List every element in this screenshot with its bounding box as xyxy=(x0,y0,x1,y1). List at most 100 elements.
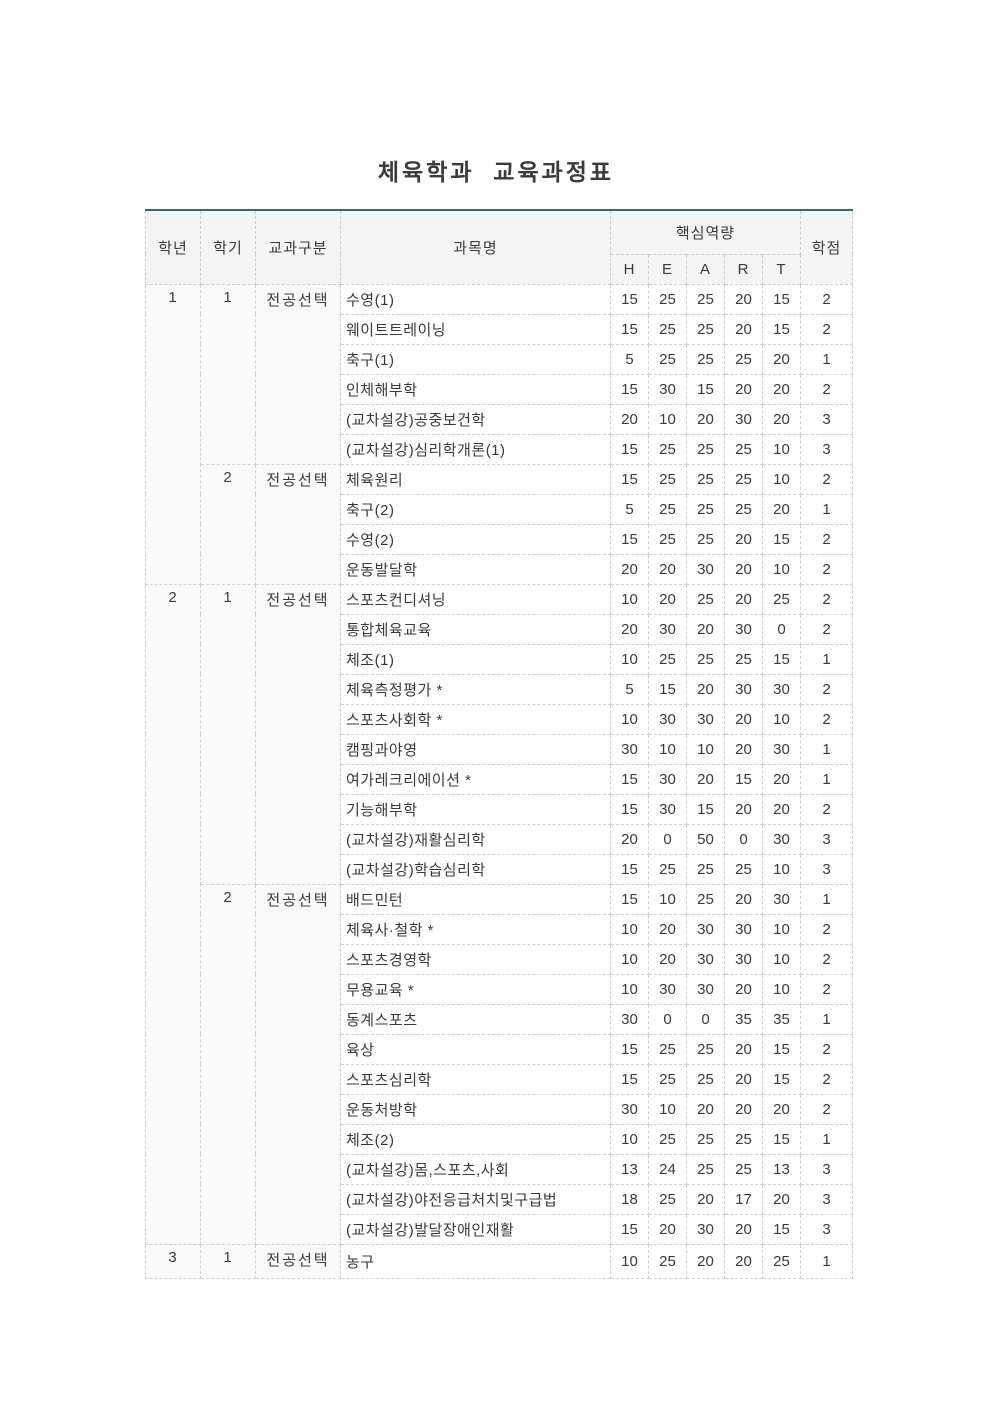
course-name-cell: (교차설강)재활심리학 xyxy=(340,823,611,855)
heart-value-cell: 20 xyxy=(761,493,802,525)
heart-value-cell: 30 xyxy=(724,913,763,945)
course-name-cell: 축구(1) xyxy=(340,343,611,375)
credit-cell: 2 xyxy=(800,283,854,315)
header-year: 학년 xyxy=(145,209,201,285)
credit-cell: 1 xyxy=(800,763,854,795)
heart-value-cell: 25 xyxy=(648,1033,687,1065)
table-row: 2 전공선택 체육원리 15 25 25 25 10 2 xyxy=(146,463,854,585)
heart-value-cell: 15 xyxy=(761,313,802,345)
heart-value-cell: 5 xyxy=(610,343,649,375)
heart-value-cell: 30 xyxy=(686,943,725,975)
year-cell: 1 xyxy=(145,283,201,585)
heart-value-cell: 0 xyxy=(724,823,763,855)
heart-value-cell: 20 xyxy=(610,613,649,645)
category-cell: 전공선택 xyxy=(255,883,341,1245)
heart-value-cell: 13 xyxy=(610,1153,649,1185)
course-name-cell: 무용교육 * xyxy=(340,973,611,1005)
credit-cell: 1 xyxy=(800,643,854,675)
heart-value-cell: 20 xyxy=(761,1183,802,1215)
heart-value-cell: 20 xyxy=(610,553,649,585)
heart-value-cell: 30 xyxy=(648,613,687,645)
course-name-cell: 통합체육교육 xyxy=(340,613,611,645)
table-row: 웨이트트레이닝 15 25 25 20 15 2 xyxy=(146,313,854,345)
credit-cell: 1 xyxy=(800,493,854,525)
heart-value-cell: 10 xyxy=(610,643,649,675)
heart-value-cell: 10 xyxy=(648,883,687,915)
credit-cell: 2 xyxy=(800,973,854,1005)
credit-cell: 3 xyxy=(800,853,854,885)
heart-value-cell: 20 xyxy=(724,583,763,615)
course-name-cell: (교차설강)발달장애인재활 xyxy=(340,1213,611,1245)
heart-value-cell: 25 xyxy=(686,1153,725,1185)
header-credit: 학점 xyxy=(800,209,854,285)
course-name-cell: 캠핑과야영 xyxy=(340,733,611,765)
heart-value-cell: 20 xyxy=(648,943,687,975)
course-name-cell: 운동발달학 xyxy=(340,553,611,585)
credit-cell: 2 xyxy=(800,463,854,495)
header-heart-r: R xyxy=(724,253,763,285)
heart-value-cell: 20 xyxy=(724,973,763,1005)
course-name-cell: (교차설강)학습심리학 xyxy=(340,853,611,885)
header-heart-t: T xyxy=(761,253,802,285)
course-name-cell: 웨이트트레이닝 xyxy=(340,313,611,345)
credit-cell: 2 xyxy=(800,553,854,585)
course-name-cell: 운동처방학 xyxy=(340,1093,611,1125)
table-row: 스포츠심리학 15 25 25 20 15 2 xyxy=(146,1063,854,1095)
heart-value-cell: 30 xyxy=(686,1213,725,1245)
heart-value-cell: 15 xyxy=(610,313,649,345)
category-cell: 전공선택 xyxy=(255,583,341,885)
heart-value-cell: 0 xyxy=(761,613,802,645)
heart-value-cell: 25 xyxy=(724,853,763,885)
credit-cell: 1 xyxy=(800,1123,854,1155)
heart-value-cell: 10 xyxy=(761,943,802,975)
course-name-cell: 스포츠심리학 xyxy=(340,1063,611,1095)
heart-value-cell: 0 xyxy=(686,1003,725,1035)
heart-value-cell: 10 xyxy=(761,973,802,1005)
heart-value-cell: 20 xyxy=(724,373,763,405)
heart-value-cell: 10 xyxy=(610,583,649,615)
heart-value-cell: 25 xyxy=(648,1183,687,1215)
course-name-cell: 기능해부학 xyxy=(340,793,611,825)
course-name-cell: (교차설강)심리학개론(1) xyxy=(340,433,611,465)
table-row: 체육사·철학 * 10 20 30 30 10 2 xyxy=(146,913,854,945)
course-name-cell: 스포츠컨디셔닝 xyxy=(340,583,611,615)
credit-cell: 1 xyxy=(800,1243,854,1279)
header-row-top: 학년 학기 교과구분 과목명 핵심역량 학점 xyxy=(145,209,854,285)
course-name-cell: 체육측정평가 * xyxy=(340,673,611,705)
heart-value-cell: 30 xyxy=(648,793,687,825)
table-row: 운동발달학 20 20 30 20 10 2 xyxy=(146,553,854,585)
course-name-cell: 인체해부학 xyxy=(340,373,611,405)
heart-value-cell: 25 xyxy=(761,1243,802,1279)
heart-value-cell: 25 xyxy=(686,463,725,495)
credit-cell: 1 xyxy=(800,883,854,915)
heart-value-cell: 10 xyxy=(761,553,802,585)
heart-value-cell: 25 xyxy=(648,1243,687,1279)
credit-cell: 2 xyxy=(800,793,854,825)
heart-value-cell: 30 xyxy=(648,703,687,735)
heart-value-cell: 25 xyxy=(686,883,725,915)
heart-value-cell: 20 xyxy=(648,913,687,945)
heart-value-cell: 30 xyxy=(648,973,687,1005)
heart-value-cell: 20 xyxy=(686,673,725,705)
heart-value-cell: 25 xyxy=(686,433,725,465)
heart-value-cell: 15 xyxy=(610,1213,649,1245)
heart-value-cell: 20 xyxy=(724,703,763,735)
course-name-cell: (교차설강)야전응급처치및구급법 xyxy=(340,1183,611,1215)
credit-cell: 2 xyxy=(800,313,854,345)
heart-value-cell: 15 xyxy=(686,373,725,405)
heart-value-cell: 15 xyxy=(724,763,763,795)
heart-value-cell: 0 xyxy=(648,1003,687,1035)
heart-value-cell: 15 xyxy=(610,883,649,915)
table-row: 축구(1) 5 25 25 25 20 1 xyxy=(146,343,854,375)
header-core-competency-group: 핵심역량 xyxy=(609,209,802,255)
heart-value-cell: 20 xyxy=(724,1093,763,1125)
curriculum-table-wrap: 학년 학기 교과구분 과목명 핵심역량 학점 H E A R T 1 1 전공선택 수… xyxy=(145,209,854,1279)
heart-value-cell: 10 xyxy=(610,1243,649,1279)
table-row: 동계스포츠 30 0 0 35 35 1 xyxy=(146,1003,854,1035)
credit-cell: 2 xyxy=(800,373,854,405)
table-row: 무용교육 * 10 30 30 20 10 2 xyxy=(146,973,854,1005)
heart-value-cell: 20 xyxy=(724,883,763,915)
course-name-cell: 배드민턴 xyxy=(340,883,611,915)
heart-value-cell: 15 xyxy=(610,433,649,465)
